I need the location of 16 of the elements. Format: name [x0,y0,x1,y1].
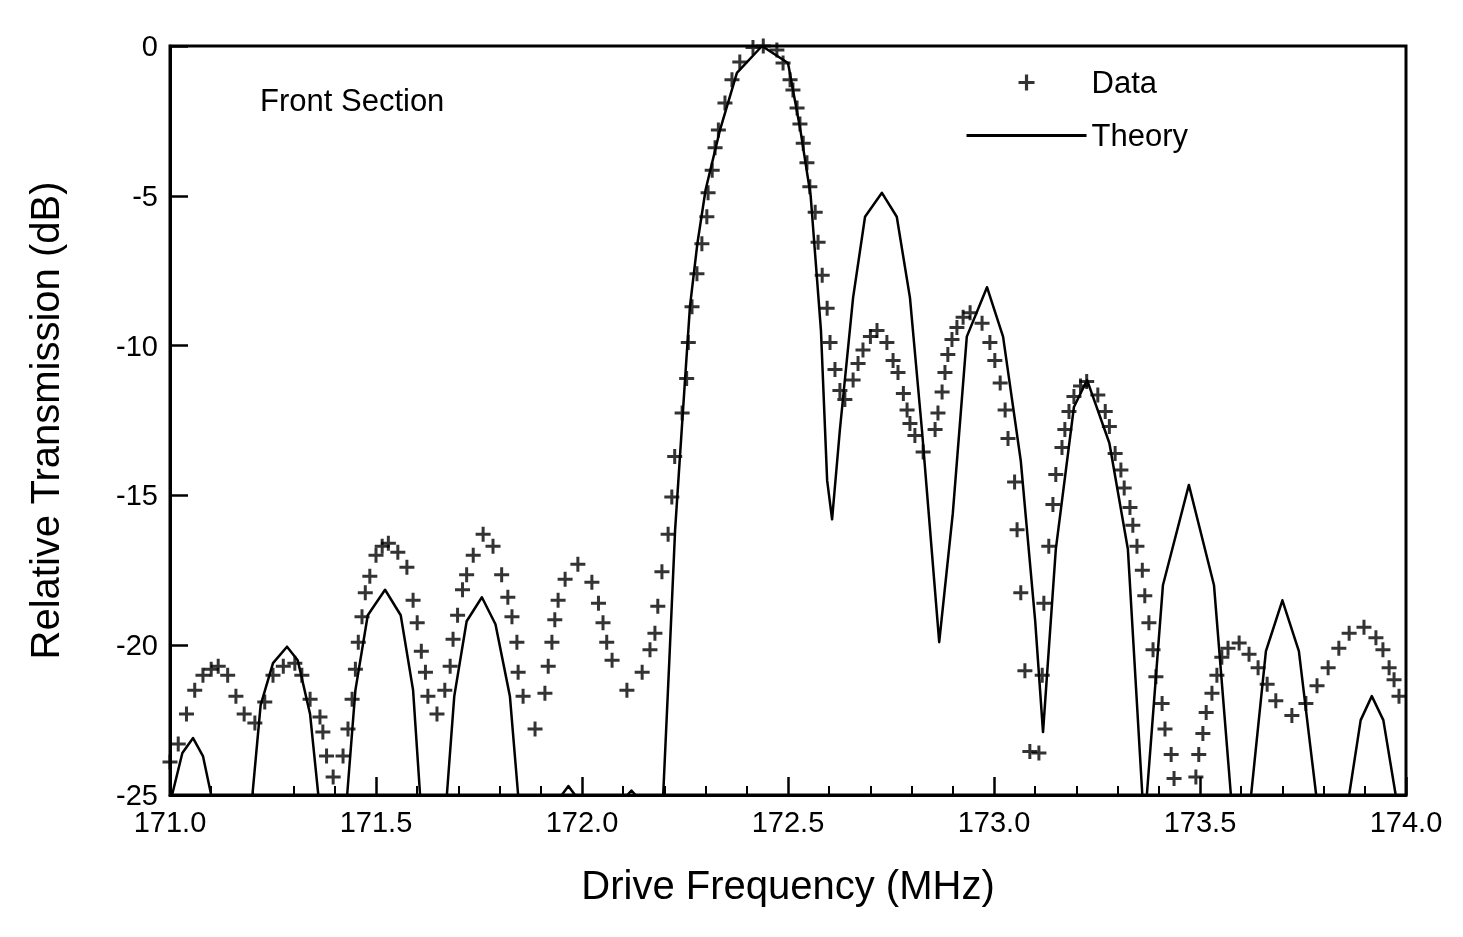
y-tick-label: -15 [116,479,158,512]
x-tick-label: 171.5 [339,805,413,838]
x-tick-label: 173.5 [1163,805,1237,838]
legend-label: Data [1091,65,1158,100]
legend-label: Theory [1091,118,1189,153]
x-tick-label: 172.0 [545,805,619,838]
x-axis-title: Drive Frequency (MHz) [581,863,995,907]
y-axis-title: Relative Transmission (dB) [23,181,67,660]
y-tick-label: -5 [132,179,158,212]
y-tick-label: 0 [141,30,158,62]
x-tick-label: 173.0 [957,805,1031,838]
annotation: Front Section [260,83,445,118]
x-tick-label: 172.5 [751,805,825,838]
x-tick-label: 174.0 [1369,805,1443,838]
y-tick-label: -20 [116,629,158,662]
y-tick-label: -10 [116,329,158,362]
